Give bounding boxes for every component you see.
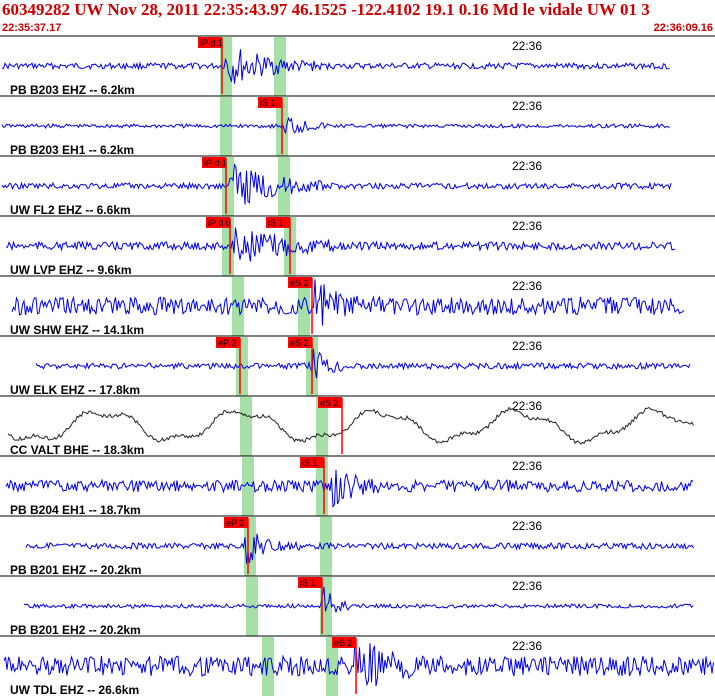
waveform-trace xyxy=(1,116,670,134)
time-tick-label: 22:36 xyxy=(512,219,542,233)
trace-panel: iP d 1 22:36 PB B203 EHZ -- 6.2km xyxy=(0,35,715,97)
waveform-trace xyxy=(1,49,670,84)
pick-label-box xyxy=(318,397,342,408)
arrival-band xyxy=(220,97,232,156)
event-header-title: 60349282 UW Nov 28, 2011 22:35:43.97 46.… xyxy=(2,0,650,19)
pick-label-box xyxy=(288,337,312,348)
station-label: PB B204 EH1 -- 18.7km xyxy=(10,503,141,517)
station-label: PB B201 EH2 -- 20.2km xyxy=(10,623,141,637)
pick-label: eS 2 xyxy=(334,638,353,648)
pick-label-box xyxy=(300,457,324,468)
trace-panel: iP d 0 iS 1 22:36 UW LVP EHZ -- 9.6km xyxy=(0,215,715,277)
trace-panel: iS 1 22:36 PB B204 EH1 -- 18.7km xyxy=(0,455,715,517)
trace-end-time: 22:36:09.16 xyxy=(653,22,713,34)
pick-label: iS 1 xyxy=(302,458,318,468)
arrival-band xyxy=(278,157,290,216)
arrival-band xyxy=(222,217,234,276)
trace-panel: eP 2 eS 2 22:36 UW ELK EHZ -- 17.8km xyxy=(0,335,715,397)
waveform-trace xyxy=(23,586,694,613)
pick-label-box xyxy=(298,577,322,588)
pick-label: eS 2 xyxy=(290,338,309,348)
arrival-band xyxy=(222,157,234,216)
arrival-band xyxy=(316,457,328,516)
station-label: UW TDL EHZ -- 26.6km xyxy=(10,683,139,697)
time-tick-label: 22:36 xyxy=(512,39,542,53)
station-label: UW FL2 EHZ -- 6.6km xyxy=(10,203,131,217)
waveform-trace xyxy=(5,227,675,262)
time-tick-label: 22:36 xyxy=(512,339,542,353)
trace-panel: eP 2 22:36 PB B201 EHZ -- 20.2km xyxy=(0,515,715,577)
arrival-band xyxy=(220,37,232,96)
trace-start-time: 22:35:37.17 xyxy=(2,22,62,34)
pick-label-box xyxy=(224,517,248,528)
station-label: PB B203 EHZ -- 6.2km xyxy=(10,83,135,97)
arrival-band xyxy=(242,457,254,516)
station-label: UW SHW EHZ -- 14.1km xyxy=(10,323,144,337)
trace-panel: eS 2 22:36 UW TDL EHZ -- 26.6km xyxy=(0,635,715,697)
pick-label: eS 2 xyxy=(290,278,309,288)
pick-label-box xyxy=(198,37,222,48)
time-tick-label: 22:36 xyxy=(512,579,542,593)
station-label: CC VALT BHE -- 18.3km xyxy=(10,443,144,457)
station-label: UW ELK EHZ -- 17.8km xyxy=(10,383,140,397)
station-label: UW LVP EHZ -- 9.6km xyxy=(10,263,132,277)
waveform-trace xyxy=(25,533,694,564)
arrival-band xyxy=(326,637,338,696)
pick-label-box xyxy=(258,97,282,108)
trace-panel: eS 2 22:36 CC VALT BHE -- 18.3km xyxy=(0,395,715,457)
arrival-band xyxy=(316,397,328,456)
arrival-band xyxy=(320,517,332,576)
time-tick-label: 22:36 xyxy=(512,159,542,173)
arrival-band xyxy=(262,637,274,696)
pick-label: iS 1 xyxy=(260,98,276,108)
arrival-band xyxy=(274,37,286,96)
pick-label: iP d 1 xyxy=(204,158,227,168)
pick-label: iP d 0 xyxy=(208,218,231,228)
pick-label: iS 1 xyxy=(300,578,316,588)
pick-label: eP 2 xyxy=(226,518,244,528)
pick-label-box xyxy=(332,637,356,648)
time-tick-label: 22:36 xyxy=(512,279,542,293)
pick-label-box xyxy=(288,277,312,288)
waveform-trace xyxy=(3,641,714,687)
trace-panel: eS 2 22:36 UW SHW EHZ -- 14.1km xyxy=(0,275,715,337)
waveform-trace xyxy=(11,279,685,326)
waveform-trace xyxy=(35,348,691,379)
pick-label: iS 1 xyxy=(268,218,284,228)
trace-panel: iS 1 22:36 PB B203 EH1 -- 6.2km xyxy=(0,95,715,157)
trace-panel: iS 1 22:36 PB B201 EH2 -- 20.2km xyxy=(0,575,715,637)
station-label: PB B203 EH1 -- 6.2km xyxy=(10,143,134,157)
waveform-trace xyxy=(7,406,694,445)
pick-label-box xyxy=(266,217,290,228)
pick-label: eP 2 xyxy=(218,338,236,348)
waveform-trace xyxy=(5,469,694,509)
pick-label: iP d 1 xyxy=(200,38,223,48)
arrival-band xyxy=(232,277,244,336)
arrival-band xyxy=(298,277,310,336)
trace-panel: iP d 1 22:36 UW FL2 EHZ -- 6.6km xyxy=(0,155,715,217)
time-tick-label: 22:36 xyxy=(512,519,542,533)
time-tick-label: 22:36 xyxy=(512,399,542,413)
pick-label-box xyxy=(206,217,230,228)
time-tick-label: 22:36 xyxy=(512,459,542,473)
pick-label: eS 2 xyxy=(320,398,339,408)
arrival-band xyxy=(240,397,252,456)
station-label: PB B201 EHZ -- 20.2km xyxy=(10,563,141,577)
waveform-trace xyxy=(1,163,672,205)
pick-label-box xyxy=(216,337,240,348)
time-tick-label: 22:36 xyxy=(512,639,542,653)
pick-label-box xyxy=(202,157,226,168)
time-tick-label: 22:36 xyxy=(512,99,542,113)
